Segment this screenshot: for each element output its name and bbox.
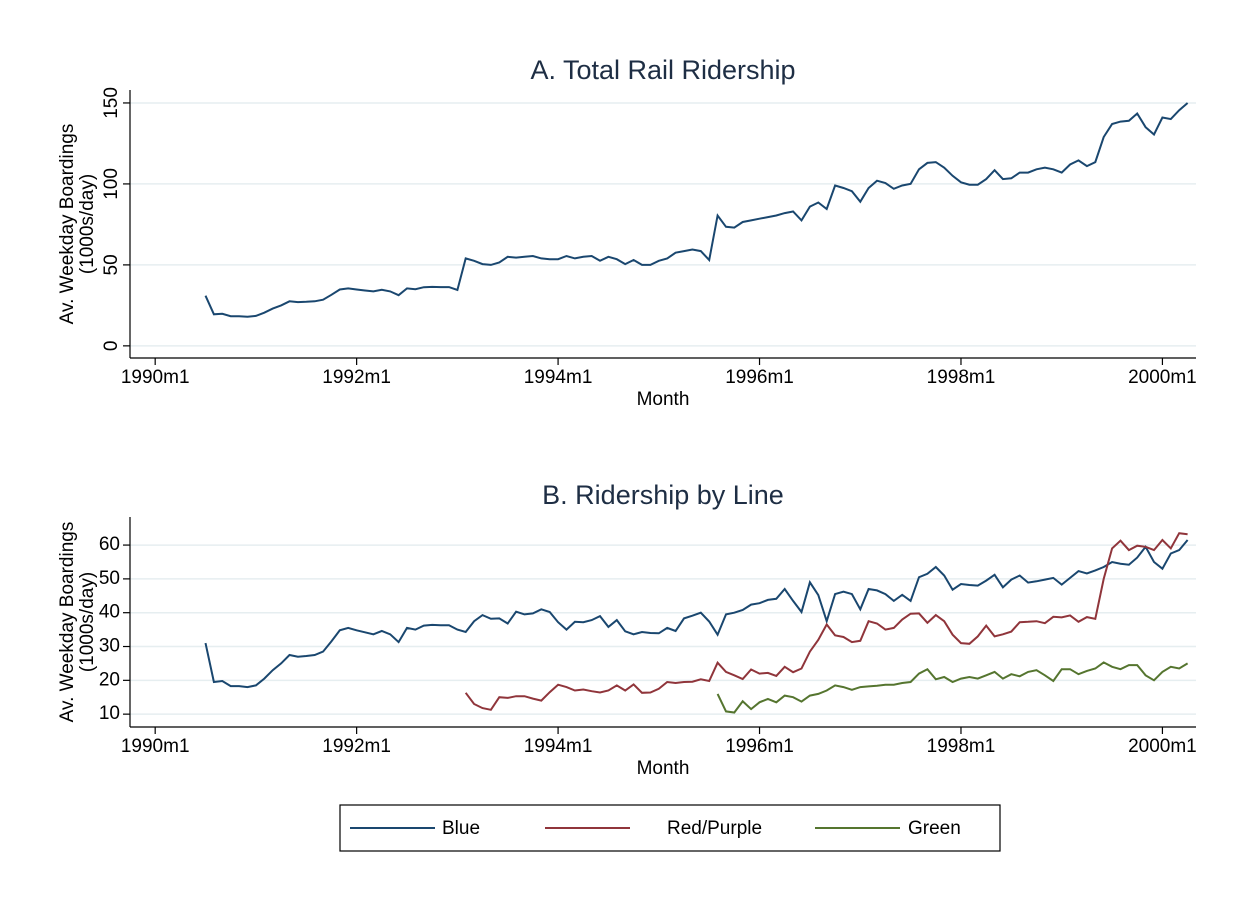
y-axis-label: (1000s/day) xyxy=(77,572,98,672)
y-tick-label: 0 xyxy=(101,341,122,352)
x-tick-label: 1992m1 xyxy=(322,367,391,388)
legend-label: Green xyxy=(908,818,961,839)
x-tick-label: 1998m1 xyxy=(927,736,996,757)
series-line xyxy=(464,532,1188,711)
y-tick-label: 10 xyxy=(99,703,120,724)
legend: Blue Red/Purple Green xyxy=(339,804,1001,852)
x-tick-label: 1996m1 xyxy=(725,736,794,757)
series-line xyxy=(204,539,1189,689)
x-tick-label: 1990m1 xyxy=(121,736,190,757)
y-axis-label: (1000s/day) xyxy=(77,174,98,274)
x-tick-label: 1996m1 xyxy=(725,367,794,388)
legend-label: Red/Purple xyxy=(667,818,762,839)
y-tick-label: 40 xyxy=(99,602,120,623)
x-tick-label: 1998m1 xyxy=(927,367,996,388)
x-tick-label: 1990m1 xyxy=(121,367,190,388)
y-axis-label: Av. Weekday Boardings xyxy=(57,124,78,325)
x-tick-label: 1994m1 xyxy=(524,736,593,757)
x-axis-label: Month xyxy=(637,389,690,410)
legend-label: Blue xyxy=(442,818,480,839)
series-line xyxy=(716,661,1189,714)
x-tick-label: 1994m1 xyxy=(524,367,593,388)
y-tick-label: 60 xyxy=(99,534,120,555)
x-tick-label: 2000m1 xyxy=(1128,736,1197,757)
x-axis-label: Month xyxy=(637,758,690,779)
y-tick-label: 150 xyxy=(101,87,122,119)
y-axis-label: Av. Weekday Boardings xyxy=(57,522,78,723)
y-tick-label: 50 xyxy=(101,254,122,275)
y-tick-label: 100 xyxy=(101,168,122,200)
y-tick-label: 50 xyxy=(99,568,120,589)
chart-title: A. Total Rail Ridership xyxy=(530,55,795,85)
x-tick-label: 1992m1 xyxy=(322,736,391,757)
y-tick-label: 30 xyxy=(99,636,120,657)
chart-title: B. Ridership by Line xyxy=(542,480,784,510)
y-tick-label: 20 xyxy=(99,669,120,690)
series-line xyxy=(204,102,1189,318)
x-tick-label: 2000m1 xyxy=(1128,367,1197,388)
